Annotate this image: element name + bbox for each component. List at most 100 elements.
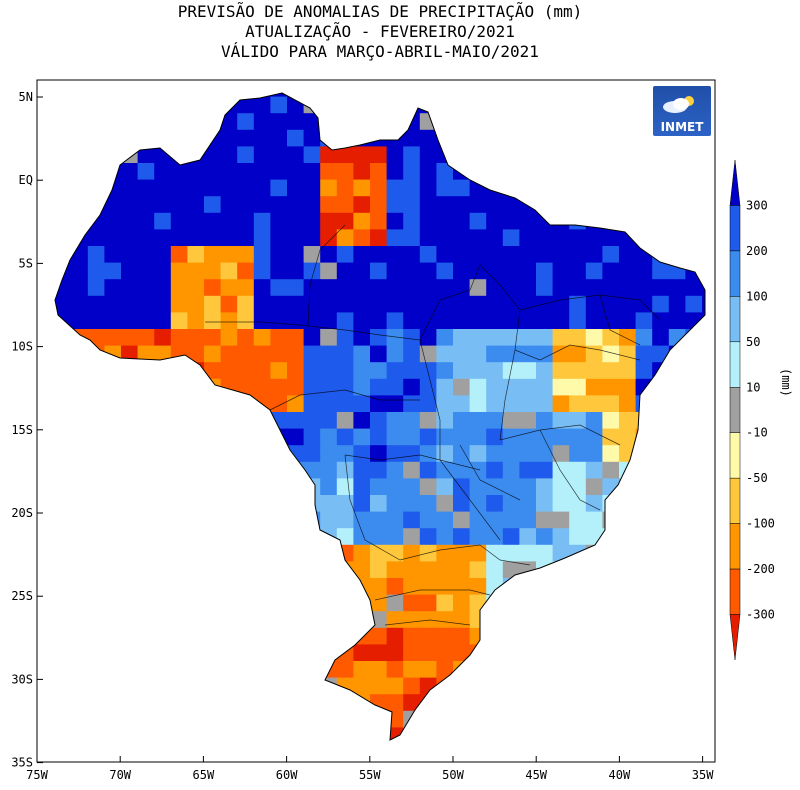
- anomaly-cell: [536, 478, 553, 496]
- anomaly-cell: [270, 395, 288, 413]
- anomaly-cell: [154, 312, 172, 330]
- anomaly-cell: [370, 561, 387, 579]
- anomaly-cell: [270, 312, 288, 330]
- anomaly-cell: [303, 229, 321, 247]
- anomaly-cell: [353, 544, 371, 562]
- anomaly-cell: [419, 395, 437, 413]
- legend-label: -10: [746, 426, 768, 440]
- anomaly-cell: [403, 312, 421, 330]
- anomaly-cell: [486, 445, 504, 463]
- anomaly-cell: [253, 329, 271, 346]
- anomaly-cell: [71, 262, 89, 280]
- anomaly-cell: [336, 378, 354, 396]
- anomaly-cell: [486, 428, 504, 446]
- anomaly-cell: [320, 163, 338, 180]
- anomaly-cell: [287, 212, 304, 230]
- anomaly-cell: [536, 262, 553, 280]
- anomaly-cell: [436, 395, 454, 413]
- anomaly-cell: [336, 445, 354, 463]
- anomaly-cell: [453, 362, 470, 380]
- anomaly-cell: [502, 212, 520, 230]
- anomaly-cell: [419, 627, 437, 645]
- anomaly-cell: [403, 661, 421, 678]
- anomaly-cell: [121, 262, 138, 280]
- anomaly-cell: [569, 329, 587, 346]
- anomaly-cell: [253, 96, 271, 114]
- anomaly-cell: [204, 295, 221, 313]
- anomaly-cell: [137, 295, 155, 313]
- map-title: PREVISÃO DE ANOMALIAS DE PRECIPITAÇÃO (m…: [0, 2, 760, 62]
- anomaly-cell: [453, 627, 470, 645]
- anomaly-cell: [336, 312, 354, 330]
- anomaly-cell: [602, 279, 620, 297]
- anomaly-cell: [353, 461, 371, 479]
- anomaly-cell: [370, 445, 387, 463]
- anomaly-cell: [270, 279, 288, 297]
- anomaly-cell: [453, 329, 470, 346]
- anomaly-cell: [303, 262, 321, 280]
- anomaly-cell: [552, 412, 570, 429]
- legend-swatch: [729, 296, 741, 343]
- anomaly-cell: [436, 229, 454, 247]
- anomaly-cell: [137, 163, 155, 180]
- anomaly-cell: [419, 561, 437, 579]
- anomaly-cell: [287, 196, 304, 214]
- anomaly-cell: [154, 329, 172, 346]
- anomaly-cell: [187, 179, 205, 197]
- anomaly-cell: [320, 295, 338, 313]
- anomaly-cell: [104, 312, 122, 330]
- anomaly-cell: [502, 378, 520, 396]
- lon-label: 45W: [525, 768, 547, 782]
- anomaly-cell: [87, 229, 105, 247]
- anomaly-cell: [303, 279, 321, 297]
- anomaly-cell: [370, 511, 387, 529]
- anomaly-cell: [320, 146, 338, 164]
- anomaly-cell: [320, 212, 338, 230]
- anomaly-cell: [71, 279, 89, 297]
- anomaly-cell: [436, 594, 454, 612]
- anomaly-cell: [536, 362, 553, 380]
- anomaly-cell: [403, 229, 421, 247]
- anomaly-cell: [436, 528, 454, 546]
- title-line-2: ATUALIZAÇÃO - FEVEREIRO/2021: [245, 22, 515, 41]
- anomaly-cell: [253, 113, 271, 131]
- anomaly-cell: [619, 345, 636, 363]
- anomaly-cell: [536, 295, 553, 313]
- anomaly-cell: [287, 279, 304, 297]
- anomaly-cell: [419, 196, 437, 214]
- anomaly-cell: [635, 312, 653, 330]
- anomaly-cell: [453, 279, 470, 297]
- anomaly-cell: [237, 329, 255, 346]
- anomaly-cell: [220, 163, 238, 180]
- anomaly-cell: [536, 428, 553, 446]
- anomaly-cell: [536, 312, 553, 330]
- anomaly-cell: [386, 395, 404, 413]
- anomaly-cell: [320, 395, 338, 413]
- anomaly-cell: [419, 362, 437, 380]
- anomaly-cell: [121, 179, 138, 197]
- anomaly-cell: [536, 345, 553, 363]
- anomaly-cell: [619, 295, 636, 313]
- anomaly-cell: [204, 246, 221, 263]
- anomaly-cell: [253, 345, 271, 363]
- anomaly-cell: [585, 428, 603, 446]
- anomaly-cell: [87, 246, 105, 263]
- anomaly-cell: [121, 196, 138, 214]
- anomaly-cell: [419, 528, 437, 546]
- anomaly-cell: [386, 578, 404, 595]
- anomaly-cell: [187, 196, 205, 214]
- anomaly-cell: [552, 495, 570, 512]
- anomaly-cell: [436, 179, 454, 197]
- legend-swatch: [729, 568, 741, 615]
- anomaly-cell: [619, 329, 636, 346]
- anomaly-cell: [137, 312, 155, 330]
- anomaly-cell: [502, 461, 520, 479]
- anomaly-cell: [403, 412, 421, 429]
- anomaly-cell: [220, 279, 238, 297]
- anomaly-cell: [353, 428, 371, 446]
- anomaly-cell: [237, 312, 255, 330]
- anomaly-cell: [569, 511, 587, 529]
- anomaly-cell: [536, 461, 553, 479]
- anomaly-cell: [336, 478, 354, 496]
- anomaly-cell: [552, 279, 570, 297]
